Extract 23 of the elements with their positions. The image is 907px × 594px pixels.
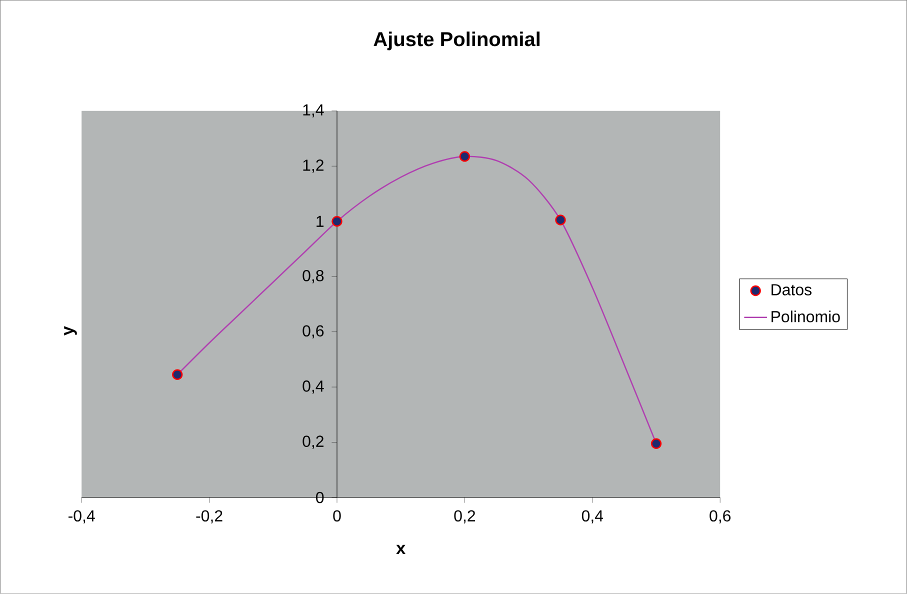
x-tick-label: -0,4 <box>68 510 95 524</box>
x-tick-label: 0,6 <box>710 510 731 524</box>
point <box>555 214 566 226</box>
y-axis-title: y <box>64 326 77 336</box>
point <box>650 438 662 450</box>
y-tick-label: 0,4 <box>302 380 324 394</box>
x-tick-label: 0,2 <box>454 510 476 524</box>
y-tick-label: 1,2 <box>303 160 324 173</box>
x-tick-label: 0,4 <box>582 510 604 524</box>
legend-label: Polinomio <box>772 310 840 322</box>
point <box>332 216 342 227</box>
y-tick-label: 0,8 <box>302 270 324 284</box>
legend-label: Datos <box>772 284 812 296</box>
point <box>459 151 470 162</box>
y-tick-label: 1 <box>316 216 324 227</box>
chart-title: Ajuste Polinomial <box>374 32 540 50</box>
x-tick-label: 0 <box>333 510 341 522</box>
y-tick-label: 0,2 <box>302 436 324 449</box>
y-tick-label: 0,6 <box>302 325 324 339</box>
point <box>172 369 183 380</box>
y-tick-label: 1,4 <box>303 104 324 118</box>
x-tick-label: -0,2 <box>196 510 222 524</box>
x-axis-title: x <box>396 544 406 554</box>
